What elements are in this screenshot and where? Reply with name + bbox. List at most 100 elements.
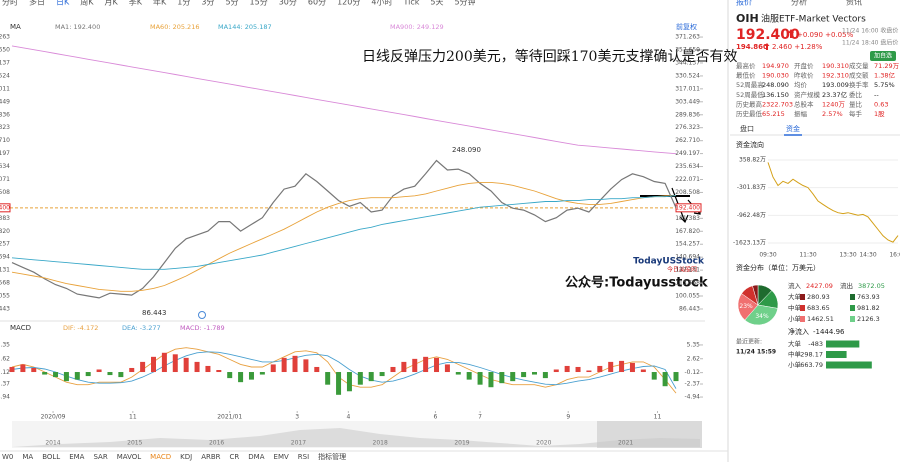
stat-value: 1股 xyxy=(874,110,885,118)
macd-bar xyxy=(662,372,668,387)
indicator-tab[interactable]: ARBR xyxy=(201,453,220,461)
navigator-year: 2021 xyxy=(618,440,633,447)
legend-entry: DEA: -3.277 xyxy=(122,324,161,332)
macd-bar xyxy=(325,372,331,385)
y-tick-label-left: 344.137 xyxy=(0,59,10,66)
macd-bar xyxy=(31,367,37,373)
macd-bar xyxy=(412,358,418,373)
stat-label: 振幅 xyxy=(794,109,808,118)
indicator-tab[interactable]: 指标管理 xyxy=(318,452,346,461)
panel-tab[interactable]: 资金 xyxy=(786,124,800,133)
period-tab[interactable]: Tick xyxy=(402,0,419,7)
legend-swatch xyxy=(850,305,855,311)
stat-label: 52周最高 xyxy=(736,80,764,89)
y-tick-label: 100.055 xyxy=(675,292,700,299)
macd-bar xyxy=(194,361,200,373)
x-tick-label: 3 xyxy=(295,414,299,421)
macd-bar xyxy=(292,355,298,373)
period-tab[interactable]: 季K xyxy=(129,0,143,7)
y-tick-label-left: -0.12 xyxy=(0,369,10,376)
stat-label: 总股本 xyxy=(794,99,814,108)
indicator-tab[interactable]: RSI xyxy=(298,453,309,461)
macd-bar xyxy=(466,372,472,380)
quote-tab[interactable]: 分析 xyxy=(791,0,807,7)
indicator-tab[interactable]: MAVOL xyxy=(117,453,142,461)
analysis-note: 日线反弹压力200美元，等待回踩170美元支撑确认是否有效 xyxy=(362,48,737,65)
period-tab[interactable]: 分时 xyxy=(2,0,18,7)
indicator-tab[interactable]: W0 xyxy=(2,453,13,461)
period-tab[interactable]: 月K xyxy=(105,0,119,7)
legend-entry: MACD: -1.789 xyxy=(180,324,225,332)
stat-value: 248.090 xyxy=(762,81,789,89)
watchlist-button[interactable] xyxy=(870,51,896,61)
panel-tab[interactable]: 盘口 xyxy=(740,124,754,133)
period-tab[interactable]: 60分 xyxy=(308,0,326,7)
period-tab[interactable]: 30分 xyxy=(279,0,297,7)
y-tick-label: 289.836 xyxy=(675,111,700,118)
macd-bar xyxy=(499,372,505,384)
period-tab[interactable]: 多日 xyxy=(29,0,45,7)
indicator-tab[interactable]: EMV xyxy=(274,453,289,461)
stat-label: 开盘价 xyxy=(794,61,814,70)
period-tab[interactable]: 日K xyxy=(56,0,70,7)
flow-line xyxy=(767,162,899,243)
indicator-tab[interactable]: CR xyxy=(230,453,240,461)
macd-bar xyxy=(640,369,646,373)
y-tick-label: -4.94 xyxy=(684,394,700,401)
y-tick-label-left: 5.35 xyxy=(0,341,10,348)
total-name: 流入 xyxy=(788,281,802,290)
price-change: +0.090 +0.05% xyxy=(797,31,854,39)
indicator-tab[interactable]: MACD xyxy=(150,453,171,461)
y-tick-label: 235.634 xyxy=(675,163,700,170)
stat-label: 历史最高 xyxy=(736,99,763,108)
indicator-tab[interactable]: SAR xyxy=(93,453,107,461)
quote-tab[interactable]: 报价 xyxy=(736,0,752,7)
period-tab[interactable]: 周K xyxy=(80,0,94,7)
macd-bar xyxy=(390,366,396,373)
indicator-tab[interactable]: MA xyxy=(22,453,33,461)
watchlist-button-label[interactable]: 加自选 xyxy=(874,52,892,60)
period-tab[interactable]: 5分 xyxy=(225,0,238,7)
net-bar xyxy=(826,351,847,358)
settings-icon[interactable] xyxy=(198,311,206,319)
indicator-tab[interactable]: BOLL xyxy=(42,453,60,461)
period-tab[interactable]: 120分 xyxy=(337,0,360,7)
period-tab[interactable]: 5天 xyxy=(430,0,443,7)
row-value: 2126.3 xyxy=(857,315,880,323)
macd-bar xyxy=(20,364,26,373)
stat-label: 历史最低 xyxy=(736,109,763,118)
period-tab[interactable]: 年K xyxy=(153,0,167,7)
indicator-name[interactable]: MA xyxy=(10,23,21,31)
x-tick-label: 11:30 xyxy=(799,252,816,259)
macd-bar xyxy=(270,364,276,373)
y-tick-label-left: 262.710 xyxy=(0,137,10,144)
period-tab[interactable]: 5分钟 xyxy=(454,0,475,7)
y-tick-label: 113.568 xyxy=(675,280,700,287)
indicator-name[interactable]: MACD xyxy=(10,324,31,332)
navigator-window[interactable] xyxy=(597,421,702,448)
macd-bar xyxy=(9,366,15,373)
navigator-year: 2015 xyxy=(127,440,142,447)
x-tick-label: 09:30 xyxy=(759,252,776,259)
indicator-tab[interactable]: KDJ xyxy=(180,453,192,461)
y-tick-label: 330.524 xyxy=(675,72,700,79)
navigator-year: 2020 xyxy=(536,440,551,447)
period-tab[interactable]: 4小时 xyxy=(371,0,392,7)
x-tick-label: 9 xyxy=(566,414,570,421)
indicator-tab[interactable]: DMA xyxy=(248,453,264,461)
period-tab[interactable]: 15分 xyxy=(250,0,268,7)
navigator-year: 2016 xyxy=(209,440,224,447)
period-tab[interactable]: 3分 xyxy=(201,0,214,7)
stat-value: 2.57% xyxy=(822,110,843,118)
y-tick-label: 249.197 xyxy=(675,150,700,157)
stat-value: 190.030 xyxy=(762,72,789,80)
indicator-tab[interactable]: EMA xyxy=(69,453,84,461)
period-tab[interactable]: 1分 xyxy=(177,0,190,7)
stat-value: 5.75% xyxy=(874,81,895,89)
x-tick-label: 6 xyxy=(434,414,438,421)
macd-bar xyxy=(74,372,80,380)
adjust-toggle[interactable]: 前复权 xyxy=(676,22,697,31)
quote-tab[interactable]: 资讯 xyxy=(846,0,862,7)
series-line xyxy=(11,195,677,270)
